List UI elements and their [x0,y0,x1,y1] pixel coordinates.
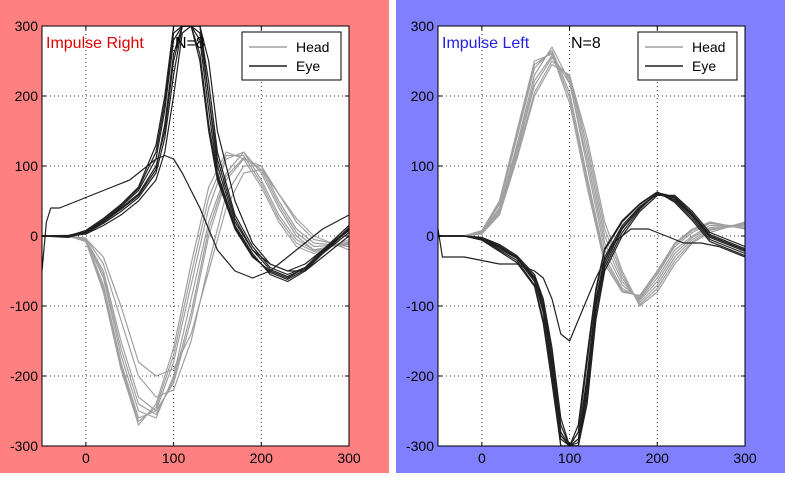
legend-label-eye: Eye [296,58,320,74]
legend-label-head: Head [296,39,329,55]
x-tick-label: 300 [733,450,757,466]
series-line-head [42,151,349,419]
y-tick-label: 100 [15,158,39,174]
series-line-head [438,56,745,304]
y-tick-label: 0 [30,228,38,244]
y-tick-label: -100 [406,298,434,314]
x-tick-label: 200 [646,450,670,466]
series-line-eye [438,192,745,446]
x-tick-label: 0 [478,450,486,466]
series-line-eye [42,154,349,279]
y-tick-label: 300 [411,18,435,34]
series-line-head [438,54,745,301]
y-tick-label: -300 [10,438,38,454]
legend-box [241,31,342,81]
y-tick-label: -200 [10,368,38,384]
series-line-head [42,151,349,426]
y-tick-label: -200 [406,368,434,384]
y-tick-label: 0 [426,228,434,244]
legend-label-eye: Eye [692,58,716,74]
legend: Head Eye [241,31,342,81]
sample-count-annotation: N=8 [571,35,601,52]
y-tick-label: 100 [411,158,435,174]
legend-box [637,31,738,81]
panel-impulse-left: 0 100 200 300 -300 -200 -100 0 100 200 300 Impulse … [396,0,785,473]
series-line-head [438,63,745,307]
series-line-head [42,158,349,412]
x-tick-label: 200 [250,450,274,466]
series-line-head [42,165,349,398]
series-line-eye [42,26,349,283]
series-line-head [438,60,745,306]
series-line-eye [438,228,745,342]
y-tick-label: 300 [15,18,39,34]
x-tick-label: 0 [82,450,90,466]
series-line-eye [438,192,745,446]
y-tick-label: 200 [411,88,435,104]
y-tick-label: 200 [15,88,39,104]
chart-title: Impulse Left [442,35,530,52]
series-line-eye [42,26,349,278]
series-line-head [42,157,349,416]
sample-count-annotation: N=8 [175,35,205,52]
legend: Head Eye [637,31,738,81]
series-line-head [438,51,745,297]
traces [42,26,349,426]
series-line-eye [438,191,745,446]
series-line-head [42,151,349,419]
series-line-eye [42,26,349,276]
series-line-head [42,154,349,423]
x-tick-label: 100 [558,450,582,466]
x-tick-label: 300 [337,450,361,466]
y-tick-label: -300 [406,438,434,454]
series-line-eye [42,26,349,280]
series-line-head [438,53,745,297]
series-line-head [42,168,349,377]
legend-label-head: Head [692,39,725,55]
panel-impulse-right: 0 100 200 300 -300 -200 -100 0 100 200 300 Impulse … [0,0,389,473]
plot-area [42,26,349,446]
series-line-eye [42,26,349,272]
x-tick-label: 100 [162,450,186,466]
y-tick-label: -100 [10,298,38,314]
chart-title: Impulse Right [46,35,144,52]
traces [438,46,745,446]
